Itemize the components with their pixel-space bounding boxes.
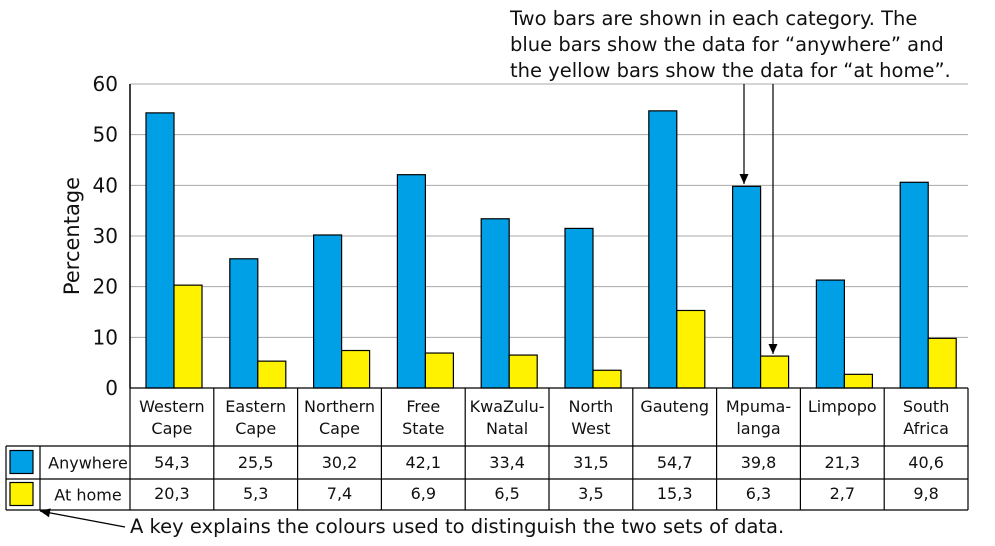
bar-at-home [927,337,957,389]
category-label: Eastern [225,397,286,416]
category-label: Natal [486,419,528,438]
bar-anywhere [145,112,175,389]
data-label: 2,7 [830,484,855,503]
bar-at-home [341,349,371,389]
data-label: 39,8 [741,453,777,472]
category-label: South [903,397,950,416]
legend-swatch-at-home [9,481,34,507]
data-label: 33,4 [489,453,525,472]
bar-anywhere [313,234,343,389]
category-label: Limpopo [808,397,877,416]
data-label: 31,5 [573,453,609,472]
bar-at-home [676,309,706,389]
y-tick-label: 20 [93,275,118,299]
category-label: Northern [304,397,375,416]
category-label: Cape [235,419,276,438]
key-arrow-head [40,508,51,518]
data-label: 6,3 [746,484,771,503]
category-label: State [402,419,444,438]
data-label: 30,2 [322,453,358,472]
bar-at-home [843,373,874,389]
bar-at-home [424,352,454,389]
category-label: North [569,397,614,416]
category-label: Gauteng [640,397,709,416]
bar-anywhere [815,279,846,389]
data-label: 40,6 [908,453,944,472]
data-label: 3,5 [578,484,603,503]
data-label: 42,1 [405,453,441,472]
data-label: 6,9 [411,484,436,503]
category-label: KwaZulu- [470,397,545,416]
category-label: West [571,419,610,438]
legend-label: At home [54,486,121,505]
bar-at-home [508,354,538,389]
category-label: Cape [151,419,192,438]
bar-anywhere [648,110,678,389]
bar-anywhere [229,258,259,389]
category-label: Africa [903,419,949,438]
y-tick-label: 50 [93,123,118,147]
top-annotation-line: blue bars show the data for “anywhere” a… [510,33,944,56]
top-annotation-line: the yellow bars show the data for “at ho… [510,59,951,82]
bar-at-home [173,284,203,389]
data-label: 25,5 [238,453,274,472]
data-label: 54,3 [154,453,190,472]
data-label: 5,3 [243,484,268,503]
y-tick-label: 60 [93,72,118,96]
data-label: 21,3 [824,453,860,472]
y-tick-label: 40 [93,173,118,197]
legend-swatch-anywhere [9,449,34,475]
key-arrow [39,510,126,528]
data-label: 6,5 [494,484,519,503]
category-label: Cape [319,419,360,438]
y-tick-label: 30 [93,224,118,248]
legend-label: Anywhere [48,454,128,473]
y-tick-label: 10 [93,325,118,349]
annotation-arrow-head [768,344,778,354]
top-annotation-line: Two bars are shown in each category. The [510,7,918,30]
category-label: Mpuma- [726,397,791,416]
bar-at-home [592,369,622,389]
category-label: Western [139,397,205,416]
bar-anywhere [731,185,762,389]
category-label: Free [406,397,440,416]
data-label: 15,3 [657,484,693,503]
data-label: 54,7 [657,453,693,472]
bar-anywhere [396,174,426,389]
bar-anywhere [480,218,510,389]
bar-at-home [257,360,287,389]
data-label: 9,8 [913,484,938,503]
annotation-arrow-head [739,174,749,184]
category-label: langa [736,419,780,438]
top-annotation: Two bars are shown in each category. The… [510,6,951,84]
bottom-annotation: A key explains the colours used to disti… [130,515,785,538]
bar-anywhere [899,181,929,389]
data-label: 7,4 [327,484,352,503]
data-label: 20,3 [154,484,190,503]
y-axis-label: Percentage [60,177,84,295]
bar-anywhere [564,227,594,389]
y-tick-label: 0 [105,376,118,400]
bar-at-home [759,355,790,389]
